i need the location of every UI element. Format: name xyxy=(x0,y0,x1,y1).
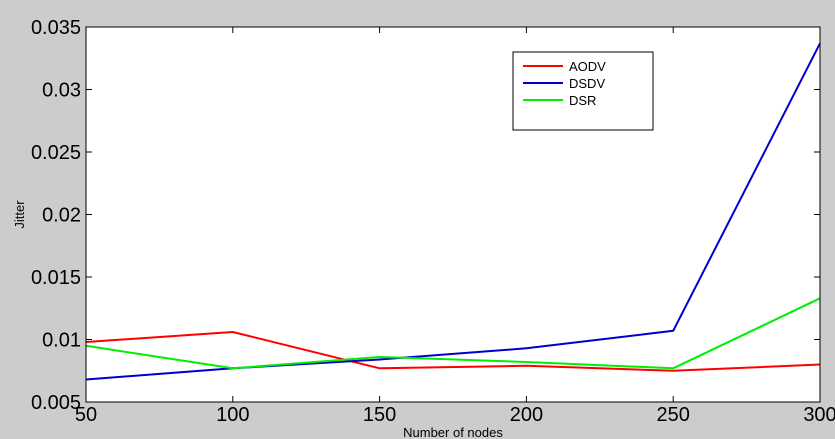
ticks-layer: 50 100 150 200 250 300 0.005 0.01 0.015 0.02 0.025… xyxy=(31,17,835,426)
y-tick-label: 0.015 xyxy=(31,267,81,289)
x-tick-label: 300 xyxy=(803,404,835,426)
y-tick-label: 0.025 xyxy=(31,142,81,164)
legend-label-dsdv: DSDV xyxy=(569,76,605,91)
y-tick-label: 0.005 xyxy=(31,392,81,414)
series-line-dsr xyxy=(85,297,821,370)
x-tick-label: 150 xyxy=(363,404,396,426)
x-tick-label: 250 xyxy=(657,404,690,426)
plot-area xyxy=(86,27,820,402)
y-tick-label: 0.02 xyxy=(42,205,81,227)
legend: AODV DSDV DSR xyxy=(512,51,654,131)
x-tick-label: 200 xyxy=(510,404,543,426)
y-tick-label: 0.01 xyxy=(42,330,81,352)
series-line-aodv xyxy=(85,331,821,372)
x-tick-label: 100 xyxy=(216,404,249,426)
series-layer xyxy=(85,42,821,381)
x-tick-label: 50 xyxy=(75,404,97,426)
y-tick-label: 0.035 xyxy=(31,17,81,39)
x-axis-title: Number of nodes xyxy=(403,425,503,439)
y-axis-title: Jitter xyxy=(12,200,27,229)
y-tick-label: 0.03 xyxy=(42,80,81,102)
series-line-dsdv xyxy=(85,42,821,381)
legend-label-aodv: AODV xyxy=(569,59,606,74)
legend-label-dsr: DSR xyxy=(569,93,596,108)
